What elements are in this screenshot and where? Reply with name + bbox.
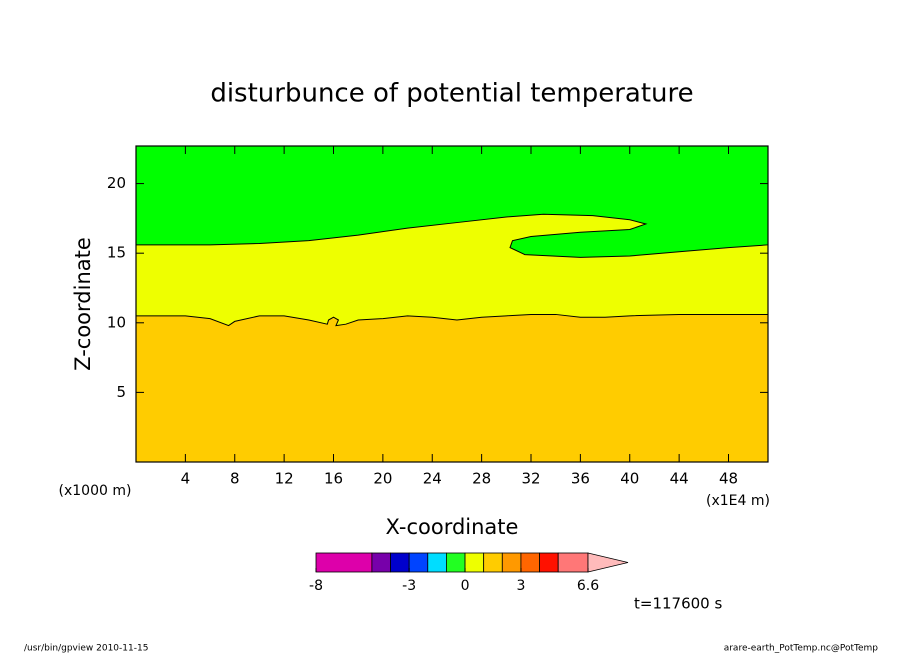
- colorbar-tick-label: -8: [309, 578, 323, 594]
- colorbar-segment: [501, 552, 522, 573]
- x-tick-label: 40: [620, 470, 639, 488]
- time-label: t=117600 s: [634, 595, 722, 613]
- x-tick-label: 28: [472, 470, 491, 488]
- y-unit-label: (x1000 m): [59, 483, 132, 499]
- contour-region: [135, 145, 769, 258]
- x-tick-label: 36: [571, 470, 590, 488]
- x-tick-label: 48: [719, 470, 738, 488]
- colorbar-segment: [408, 552, 429, 573]
- colorbar-segment: [483, 552, 503, 573]
- x-tick-label: 32: [521, 470, 540, 488]
- colorbar-segment: [390, 552, 410, 573]
- contour-region: [135, 313, 769, 463]
- colorbar-segment: [446, 552, 466, 573]
- colorbar-segment: [520, 552, 540, 573]
- footer-right: arare-earth_PotTemp.nc@PotTemp: [724, 644, 879, 654]
- y-axis-label: Z-coordinate: [71, 237, 95, 371]
- x-tick-label: 8: [230, 470, 240, 488]
- y-tick-label: 5: [116, 383, 126, 401]
- plot-frame: [135, 145, 769, 463]
- x-axis-label: X-coordinate: [386, 515, 519, 539]
- chart-title: disturbunce of potential temperature: [210, 79, 693, 109]
- colorbar-tick-label: 6.6: [577, 578, 599, 594]
- colorbar-extension: [587, 552, 629, 573]
- colorbar-segment: [539, 552, 559, 573]
- y-tick-label: 15: [107, 244, 126, 262]
- colorbar-segment: [315, 552, 373, 573]
- x-tick-label: 20: [373, 470, 392, 488]
- x-tick-label: 12: [275, 470, 294, 488]
- colorbar-segment: [557, 552, 589, 573]
- colorbar-segment: [464, 552, 485, 573]
- x-tick-label: 24: [423, 470, 442, 488]
- colorbar-segment: [427, 552, 447, 573]
- y-tick-label: 20: [107, 174, 126, 192]
- x-tick-label: 16: [324, 470, 343, 488]
- colorbar-tick-label: 0: [461, 578, 470, 594]
- colorbar-tick-label: 3: [516, 578, 525, 594]
- x-tick-label: 4: [181, 470, 191, 488]
- colorbar-segment: [371, 552, 391, 573]
- x-tick-label: 44: [670, 470, 689, 488]
- colorbar-tick-label: -3: [402, 578, 416, 594]
- footer-left: /usr/bin/gpview 2010-11-15: [24, 644, 148, 654]
- x-unit-label: (x1E4 m): [706, 493, 770, 509]
- y-tick-label: 10: [107, 313, 126, 331]
